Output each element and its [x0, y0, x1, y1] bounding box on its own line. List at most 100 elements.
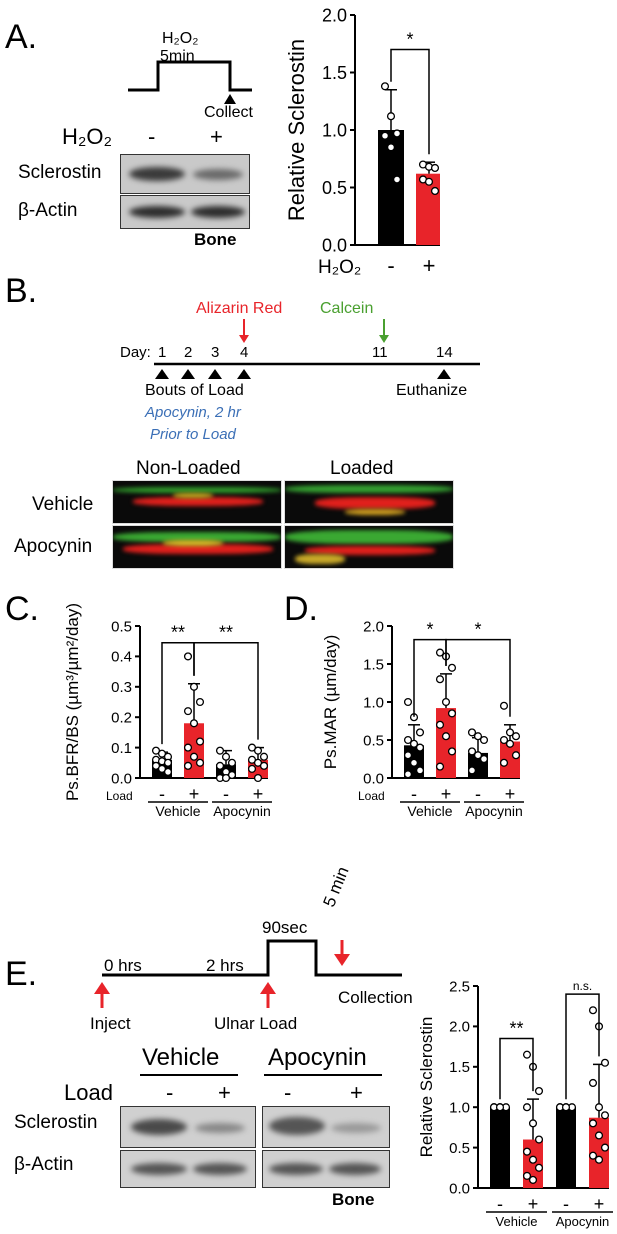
bar: [589, 1117, 609, 1188]
data-point: [505, 739, 515, 748]
significance-label: **: [509, 1019, 523, 1039]
day-label: Day:: [120, 344, 151, 361]
bar: [556, 1107, 576, 1188]
category-label: -: [411, 784, 417, 804]
category-label: -: [223, 784, 229, 804]
category-label: +: [528, 1194, 539, 1214]
data-point: [195, 758, 205, 767]
day-1: 1: [158, 344, 167, 361]
actin-blot: [120, 195, 250, 229]
y-tick-label: 2.5: [449, 978, 470, 995]
row-apocynin: Apocynin: [14, 536, 93, 557]
data-point: [403, 751, 413, 760]
ulnar-load-label: Ulnar Load: [214, 1014, 298, 1033]
calcein-label: Calcein: [320, 300, 374, 317]
data-point: [183, 761, 193, 770]
actin-row-label: β-Actin: [18, 200, 78, 221]
data-point: [221, 752, 231, 761]
data-point: [511, 732, 521, 741]
y-tick-label: 1.0: [363, 694, 384, 711]
x-prefix-label: Load: [106, 789, 133, 803]
data-point: [215, 761, 225, 770]
data-point: [467, 728, 477, 737]
apocynin-group-label: Apocynin: [268, 1044, 367, 1071]
data-point: [392, 129, 402, 138]
y-axis-label: Relative Sclerostin: [417, 1017, 436, 1158]
data-point: [386, 112, 396, 121]
e-lane2-sign: +: [218, 1080, 231, 1105]
image-apocynin-nonloaded: [112, 525, 282, 569]
data-point: [588, 1119, 598, 1128]
lane-minus: -: [148, 124, 156, 149]
loading-timeline: [154, 319, 480, 379]
category-label: +: [594, 1194, 605, 1214]
e-lane4-sign: +: [350, 1080, 363, 1105]
row-vehicle: Vehicle: [32, 494, 94, 515]
data-point: [409, 739, 419, 748]
data-point: [594, 1155, 604, 1164]
category-label: +: [441, 784, 452, 804]
data-point: [528, 1119, 538, 1128]
e-vehicle-sclerostin-blot: [120, 1106, 256, 1148]
category-label: -: [497, 1194, 503, 1214]
group-label: Apocynin: [213, 803, 271, 819]
data-point: [403, 770, 413, 779]
protocol-h2o2-label: H₂O₂: [162, 30, 199, 47]
data-point: [495, 1103, 505, 1112]
data-point: [380, 131, 390, 140]
data-point: [386, 143, 396, 152]
e-lane3-sign: -: [284, 1080, 292, 1105]
data-point: [561, 1103, 571, 1112]
image-apocynin-loaded: [284, 525, 454, 569]
day-14: 14: [436, 344, 453, 361]
e-apocynin-actin-blot: [262, 1150, 390, 1188]
data-point: [600, 1143, 610, 1152]
data-point: [435, 720, 445, 729]
data-point: [479, 735, 489, 745]
data-point: [467, 766, 477, 775]
time-0-label: 0 hrs: [104, 956, 142, 975]
significance-label: **: [219, 623, 233, 643]
data-point: [221, 773, 231, 783]
col-loaded: Loaded: [330, 458, 394, 479]
panel-label-c: C.: [5, 590, 39, 628]
chart-a: 0.0 0.5 1.0 1.5 2.0 Relative Sclerostin - + H₂O₂…: [284, 5, 440, 278]
euthanize-label: Euthanize: [396, 382, 468, 399]
sclerostin-blot: [120, 154, 250, 194]
time-90sec-label: 90sec: [262, 918, 308, 937]
e-bone-label: Bone: [332, 1190, 375, 1209]
col-nonloaded: Non-Loaded: [136, 458, 241, 479]
significance-label: *: [474, 620, 481, 640]
image-vehicle-loaded: [284, 480, 454, 524]
data-point: [522, 1050, 532, 1059]
group-label: Vehicle: [496, 1214, 538, 1229]
category-label: +: [505, 784, 516, 804]
data-point: [409, 758, 419, 767]
y-tick-label: 0.5: [363, 732, 384, 749]
data-point: [534, 1163, 544, 1172]
y-tick-label: 0.0: [363, 770, 384, 787]
image-vehicle-nonloaded: [112, 480, 282, 524]
y-tick-label: 1.5: [449, 1059, 470, 1076]
data-point: [253, 773, 263, 783]
group-label: Apocynin: [556, 1214, 609, 1229]
significance-bracket: [499, 1037, 534, 1100]
h2o2-row-label: H₂O₂: [62, 124, 113, 149]
data-point: [499, 735, 509, 745]
y-axis-label: Ps.MAR (µm/day): [321, 635, 340, 769]
group-label: Vehicle: [155, 803, 200, 819]
data-point: [435, 762, 445, 771]
panel-label-d: D.: [284, 590, 318, 628]
chart-e: 0.0 0.5 1.0 1.5 2.0 2.5 Relative Sclerostin - + -…: [417, 978, 613, 1229]
data-point: [415, 728, 425, 737]
data-point: [227, 758, 237, 767]
data-point: [447, 663, 457, 672]
y-tick-label: 1.0: [449, 1099, 470, 1116]
bone-label: Bone: [194, 230, 237, 249]
significance-bracket: [390, 48, 430, 155]
category-label: -: [387, 253, 394, 278]
significance-label: n.s.: [573, 979, 592, 993]
panel-label-b: B.: [5, 272, 38, 310]
e-apocynin-sclerostin-blot: [262, 1106, 390, 1148]
significance-bracket: [565, 993, 600, 1100]
